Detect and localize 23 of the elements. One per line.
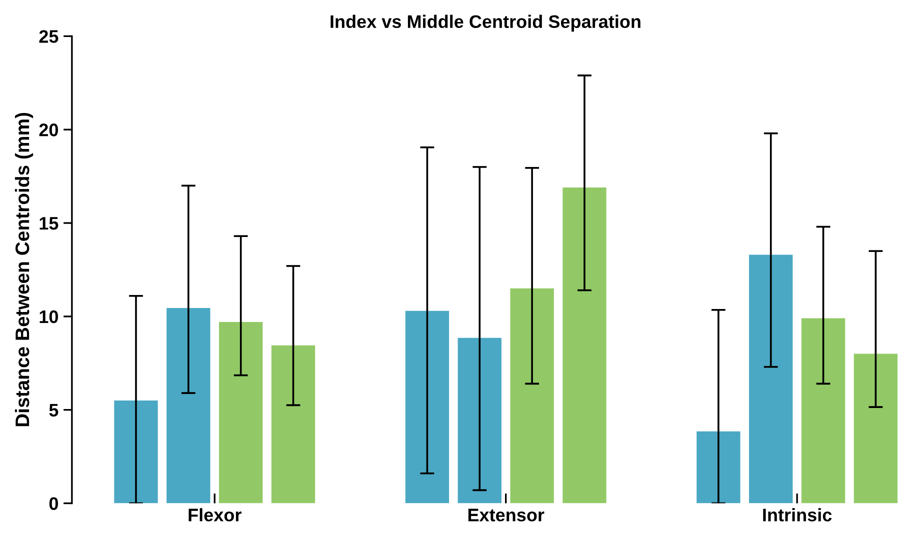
y-tick-label: 25 bbox=[39, 30, 58, 43]
x-tick-label: Extensor bbox=[468, 508, 544, 522]
y-tick-label: 15 bbox=[40, 217, 58, 230]
bar bbox=[114, 400, 158, 504]
bar bbox=[458, 338, 502, 504]
bar bbox=[562, 188, 606, 504]
x-tick-label: Flexor bbox=[188, 508, 242, 522]
y-tick-label: 5 bbox=[49, 404, 58, 417]
bar bbox=[696, 431, 740, 504]
y-tick-label: 10 bbox=[40, 310, 58, 324]
x-tick-label: Intrinsic bbox=[763, 508, 832, 522]
bar bbox=[749, 254, 793, 504]
y-tick-label: 20 bbox=[39, 124, 58, 136]
y-tick-label: 0 bbox=[49, 497, 58, 510]
bar bbox=[854, 354, 898, 504]
bar bbox=[166, 308, 210, 504]
bar bbox=[405, 310, 450, 504]
bar bbox=[801, 318, 846, 504]
bar bbox=[218, 322, 263, 504]
chart-title: Index vs Middle Centroid Separation bbox=[330, 14, 640, 32]
bar bbox=[510, 288, 554, 504]
y-axis-title: Distance Between Centroids (mm) bbox=[14, 112, 34, 426]
bar bbox=[271, 345, 316, 504]
